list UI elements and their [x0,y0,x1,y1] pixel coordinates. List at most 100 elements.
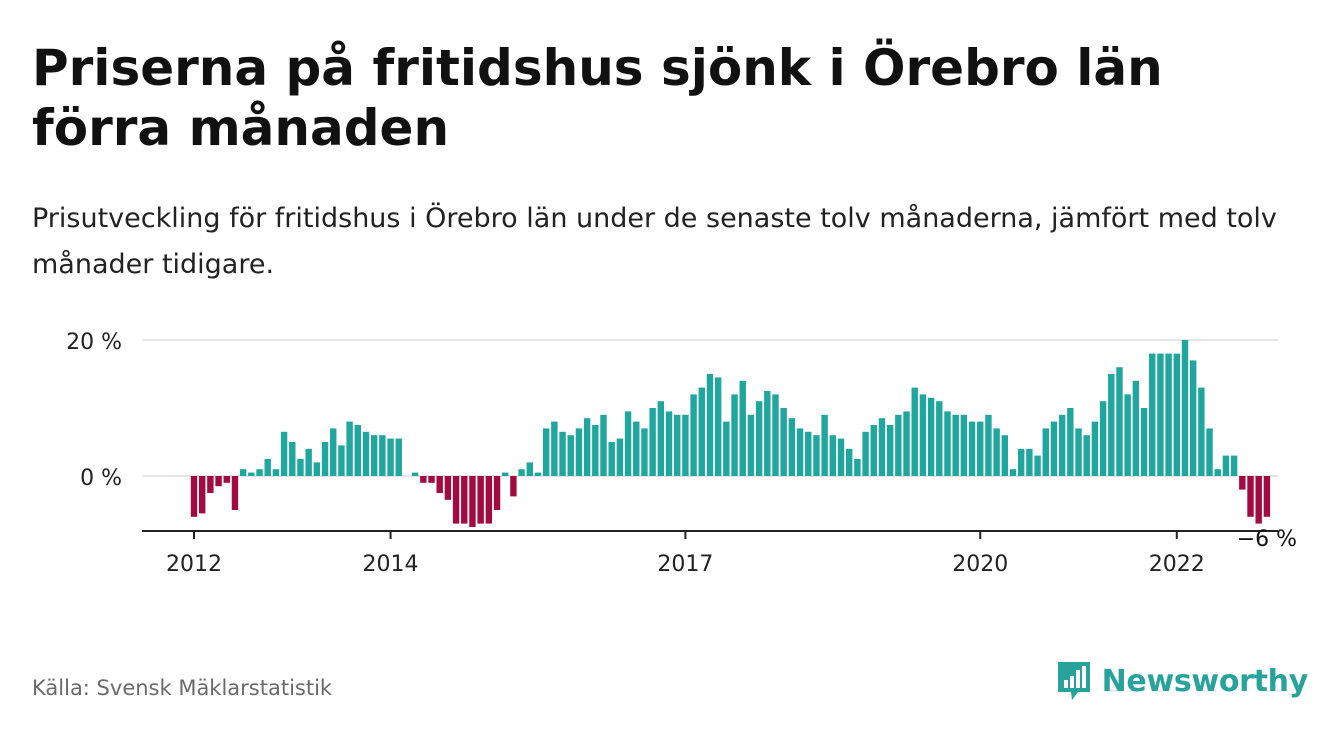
bar [1239,476,1246,490]
last-value-label: −6 % [1237,527,1297,552]
bar [1108,374,1115,476]
bar [436,476,443,493]
axis-labels: 0 % 20 % 2012 2014 2017 2020 2022 −6 % [66,330,1297,577]
bar [1247,476,1254,517]
bar [1198,387,1205,476]
bar [862,431,869,476]
bar [272,469,280,476]
bar [289,442,296,476]
bar [674,414,681,476]
bar [641,428,648,476]
bar [313,462,321,476]
bar [1026,448,1033,476]
bar [370,435,378,476]
bar [968,421,976,476]
bar-chart: 0 % 20 % 2012 2014 2017 2020 2022 −6 % [66,330,1297,577]
bar [886,425,894,476]
bar [1017,448,1025,476]
bar [1165,353,1172,476]
bar [772,394,779,476]
bar [919,394,927,476]
bar [714,377,722,476]
bar [223,476,230,483]
x-tick-label: 2012 [166,552,222,577]
bar [903,411,910,476]
bar [608,442,615,476]
bar [1140,408,1148,476]
bar [731,394,738,476]
bar [1075,428,1082,476]
bar [706,374,714,476]
bar [1206,428,1213,476]
bar [739,380,746,476]
bar [952,414,959,476]
bar [813,435,820,476]
bar [207,476,214,493]
bar [723,421,730,476]
bar [215,476,222,487]
bar [1034,455,1041,476]
bar [1067,408,1074,476]
bar [395,438,402,476]
bar [469,476,476,527]
bar [690,394,697,476]
bar [1099,401,1107,476]
bar [960,414,968,476]
bar [985,414,992,476]
bar [805,431,812,476]
chart-title: Priserna på fritidshus sjönk i Örebro lä… [32,39,1163,157]
bar [657,401,665,476]
bar [510,476,517,497]
bar [780,408,787,476]
bar [477,476,484,524]
bar [911,387,918,476]
x-axis-ticks [193,531,1178,539]
bar [379,435,386,476]
bar [1116,367,1123,476]
bar [485,476,493,524]
bar [559,431,566,476]
bar [338,445,345,476]
bar [420,476,427,483]
bar [993,428,1000,476]
bar [698,387,705,476]
bar [977,421,984,476]
brand-logo[interactable]: Newsworthy [1056,660,1308,702]
x-tick-label: 2022 [1149,552,1205,577]
bar [297,459,304,476]
bar [665,411,673,476]
x-tick-label: 2017 [657,552,713,577]
bar [387,438,394,476]
bar [583,418,591,476]
bar [1042,428,1049,476]
bar [829,435,837,476]
bar [231,476,239,510]
bar [616,438,624,476]
chart-subtitle: Prisutveckling för fritidshus i Örebro l… [32,203,1277,280]
bar [870,425,877,476]
bar [1214,469,1221,476]
bar [518,469,525,476]
bar [330,428,337,476]
bar [1083,435,1090,476]
bar [1132,380,1140,476]
bar [190,476,198,517]
bar [682,414,689,476]
bar [321,442,329,476]
bar [1222,455,1230,476]
bar [755,401,763,476]
bar [1050,421,1058,476]
bar [1189,360,1197,476]
bar [305,448,312,476]
bar [1058,414,1066,476]
bar [600,414,607,476]
bar [895,414,902,476]
bar [927,397,935,476]
bar [1230,455,1238,476]
bar [624,411,632,476]
bar [264,459,271,476]
bar [1001,435,1009,476]
bar [198,476,206,514]
bar [452,476,460,524]
bar [1255,476,1262,524]
